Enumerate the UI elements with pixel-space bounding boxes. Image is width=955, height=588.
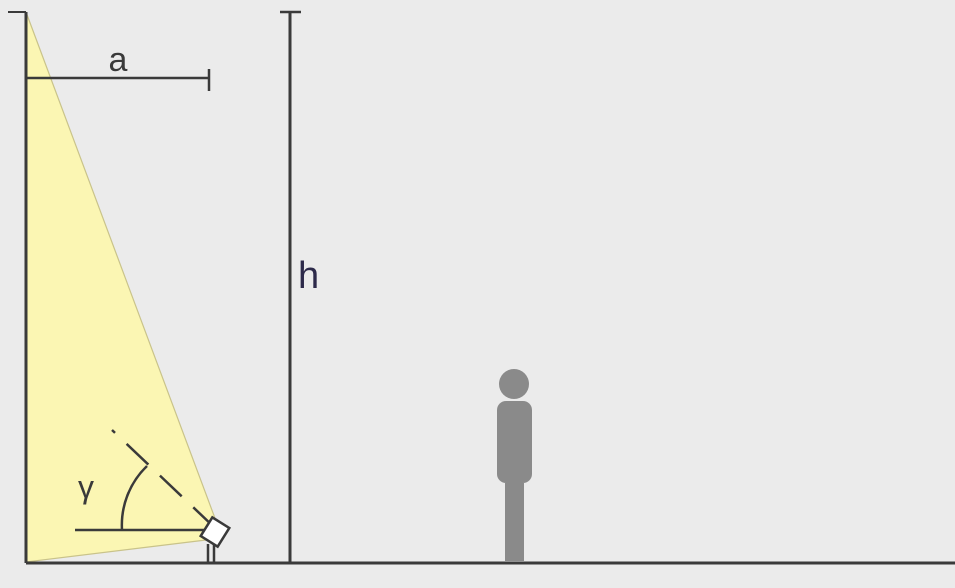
label-a: a: [109, 41, 128, 79]
floodlight-icon: [198, 515, 232, 562]
beam-axis-dashed: [111, 429, 216, 529]
light-beam: [25, 11, 223, 563]
label-gamma: γ: [78, 469, 94, 505]
person-icon: [497, 369, 532, 561]
label-h: h: [298, 255, 319, 297]
gamma-angle-arc: [120, 465, 148, 531]
